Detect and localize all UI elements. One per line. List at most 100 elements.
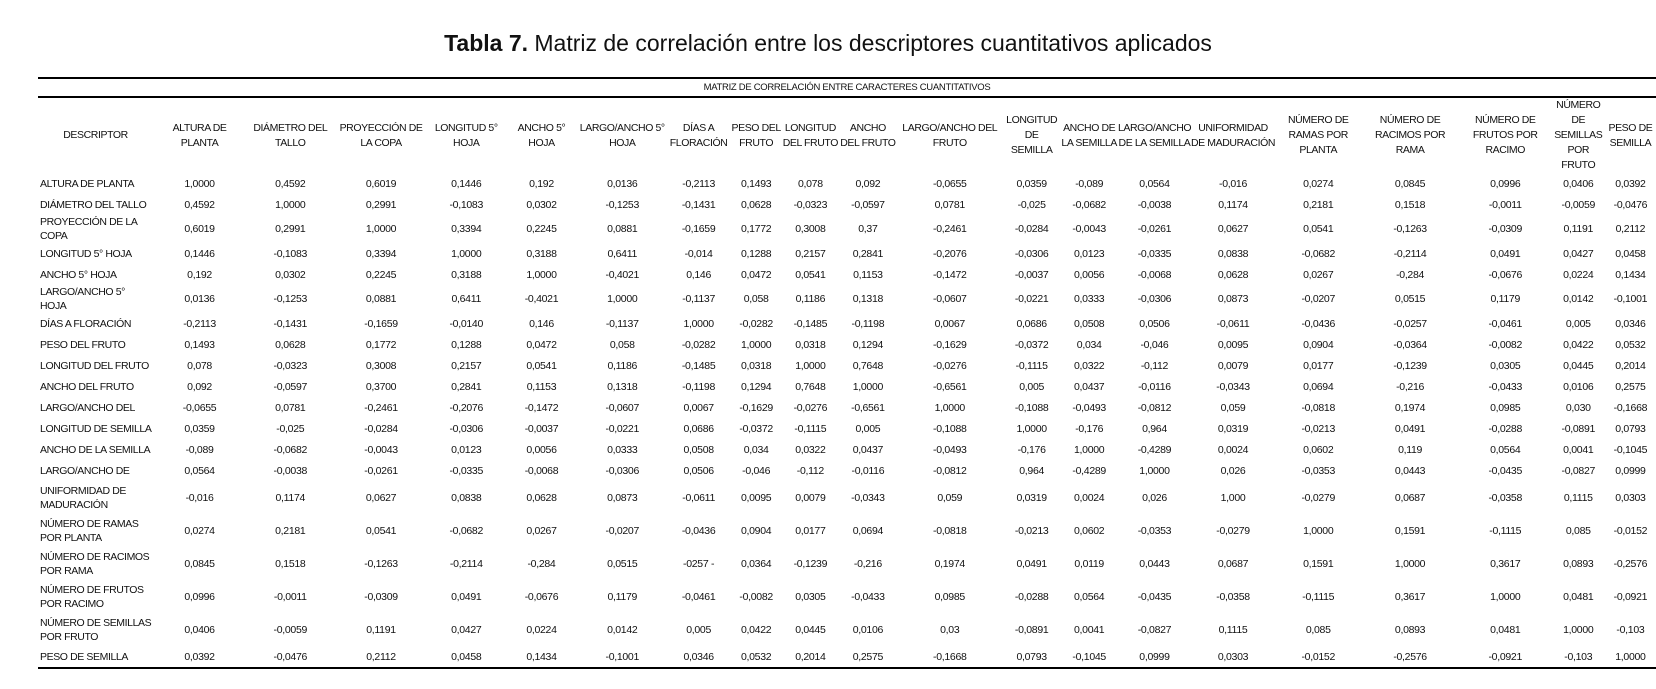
correlation-cell: 0,0881 xyxy=(365,293,397,305)
correlation-cell: 0,1179 xyxy=(607,590,638,603)
correlation-cell: 0,026 xyxy=(1220,464,1246,477)
correlation-cell: 0,0541 xyxy=(365,524,397,537)
column-header: LONGITUD DEL FRUTO xyxy=(782,121,839,149)
correlation-cell: -0,0306 xyxy=(1014,247,1049,260)
correlation-cell: 0,0041 xyxy=(1074,623,1105,636)
correlation-cell: 0,0142 xyxy=(607,623,638,636)
correlation-cell: -0,2113 xyxy=(183,317,216,330)
correlation-cell: 0,0508 xyxy=(1074,317,1105,330)
correlation-cell: 0,3617 xyxy=(1394,590,1426,603)
correlation-cell: -0,0261 xyxy=(364,464,398,477)
correlation-cell: -0,0827 xyxy=(1561,464,1596,477)
correlation-cell: -0,0284 xyxy=(364,422,398,435)
correlation-cell: -0,0607 xyxy=(605,401,640,414)
correlation-cell: -0,0682 xyxy=(273,443,308,456)
correlation-cell: 0,0627 xyxy=(1217,223,1249,235)
correlation-cell: 0,4592 xyxy=(184,198,215,211)
row-descriptor: LONGITUD DEL FRUTO xyxy=(40,359,149,372)
correlation-cell: -0,0682 xyxy=(449,524,483,537)
correlation-cell: 0,0694 xyxy=(852,524,884,537)
correlation-cell: 1,0000 xyxy=(1139,464,1170,477)
correlation-cell: 0,0443 xyxy=(1139,557,1170,570)
correlation-cell: 0,2991 xyxy=(365,198,397,211)
correlation-cell: 0,0095 xyxy=(1217,338,1249,351)
correlation-cell: -0,0207 xyxy=(1301,293,1335,305)
correlation-cell: 0,0628 xyxy=(526,491,557,504)
correlation-cell: -0,0279 xyxy=(1301,491,1335,504)
correlation-cell: -0,0597 xyxy=(273,380,308,393)
correlation-cell: 0,1446 xyxy=(184,247,215,260)
correlation-cell: -0,1659 xyxy=(364,317,398,330)
row-descriptor: LARGO/ANCHO 5° HOJA xyxy=(40,286,125,312)
correlation-cell: 0,0406 xyxy=(184,623,215,636)
correlation-cell: -0,0068 xyxy=(1137,268,1172,281)
correlation-cell: 0,0904 xyxy=(740,524,772,537)
correlation-cell: -0,0891 xyxy=(1014,623,1049,636)
correlation-cell: -0,0213 xyxy=(1301,422,1335,435)
correlation-cell: 0,192 xyxy=(529,177,554,190)
table-row: ANCHO 5° HOJA 0,192 0,0302 0,2245 0,3188 1,00… xyxy=(38,264,1656,285)
correlation-cell: -0,284 xyxy=(527,557,556,570)
correlation-cell: 1,0000 xyxy=(852,380,884,393)
correlation-cell: -0,1431 xyxy=(273,317,308,330)
correlation-cell: 0,2841 xyxy=(852,247,884,260)
correlation-cell: 0,0274 xyxy=(1303,177,1334,190)
correlation-cell: -0,0655 xyxy=(933,177,967,190)
correlation-cell: 0,0119 xyxy=(1074,557,1104,570)
correlation-cell: -0,0436 xyxy=(1301,317,1335,330)
correlation-cell: -0,0493 xyxy=(1072,401,1106,414)
row-descriptor: NÚMERO DE RACIMOS POR RAMA xyxy=(40,550,150,577)
column-header: LARGO/ANCHO DEL FRUTO xyxy=(902,121,998,149)
correlation-cell: 0,1493 xyxy=(740,177,772,190)
correlation-cell: 0,0481 xyxy=(1563,590,1594,603)
correlation-cell: 0,0515 xyxy=(607,557,638,570)
correlation-cell: -0,1629 xyxy=(933,338,967,351)
correlation-cell: 0,0319 xyxy=(1217,422,1249,435)
correlation-cell: 0,0687 xyxy=(1394,491,1426,504)
column-header: DIÁMETRO DEL TALLO xyxy=(253,121,328,149)
correlation-cell: 1,0000 xyxy=(184,177,215,190)
correlation-cell: 0,0893 xyxy=(1394,623,1426,636)
caption-text: Matriz de correlación entre los descript… xyxy=(528,30,1212,56)
correlation-cell: 0,005 xyxy=(1565,317,1591,330)
correlation-cell: -0,1668 xyxy=(896,646,1003,669)
correlation-cell: -0,0353 xyxy=(1301,464,1335,477)
correlation-cell: -0,1263 xyxy=(1393,223,1427,235)
correlation-cell: 0,6019 xyxy=(365,177,397,190)
correlation-cell: -0,0276 xyxy=(793,401,828,414)
correlation-cell: -0,0306 xyxy=(605,464,640,477)
correlation-cell: 0,1434 xyxy=(1615,268,1646,281)
correlation-cell: -0,0921 xyxy=(1458,646,1552,669)
correlation-cell: 0,6411 xyxy=(607,247,638,260)
correlation-cell: -0,1083 xyxy=(273,247,308,260)
correlation-cell: 0,0845 xyxy=(1394,177,1426,190)
correlation-cell: -0,0343 xyxy=(851,491,885,504)
correlation-cell: 0,0224 xyxy=(526,623,557,636)
correlation-cell: -0,0372 xyxy=(1014,338,1049,351)
correlation-cell: -0,1115 xyxy=(1489,524,1522,537)
correlation-cell: 0,0318 xyxy=(740,359,772,372)
correlation-cell: 1,0000 xyxy=(795,359,826,372)
correlation-cell: 0,2245 xyxy=(365,268,397,281)
correlation-cell: 0,0564 xyxy=(1074,590,1105,603)
correlation-cell: -0,0276 xyxy=(933,359,967,372)
correlation-cell: -0257 - xyxy=(683,557,715,570)
correlation-cell: 0,0422 xyxy=(1563,338,1594,351)
correlation-cell: 0,1174 xyxy=(275,491,306,504)
correlation-cell: -0,1088 xyxy=(933,422,967,435)
column-header: NÚMERO DE RAMAS POR PLANTA xyxy=(1287,114,1349,156)
correlation-cell: 0,0904 xyxy=(1303,338,1334,351)
correlation-cell: 1,0000 xyxy=(683,317,714,330)
correlation-cell: 0,0177 xyxy=(1303,359,1334,372)
column-header: UNIFORMIDAD DE MADURACIÓN xyxy=(1191,121,1276,149)
column-header: PESO DE SEMILLA xyxy=(1608,121,1653,149)
correlation-cell: -0,0152 xyxy=(1613,524,1648,537)
correlation-cell: -0,0676 xyxy=(1488,268,1522,281)
correlation-cell: 0,0437 xyxy=(1074,380,1105,393)
correlation-cell: -0,0323 xyxy=(273,359,308,372)
correlation-cell: -0,2114 xyxy=(1393,247,1427,260)
correlation-cell: 0,0628 xyxy=(740,198,772,211)
correlation-cell: 0,0303 xyxy=(1190,646,1276,669)
row-descriptor: DÍAS A FLORACIÓN xyxy=(40,317,132,330)
correlation-cell: -0,0323 xyxy=(793,198,828,211)
